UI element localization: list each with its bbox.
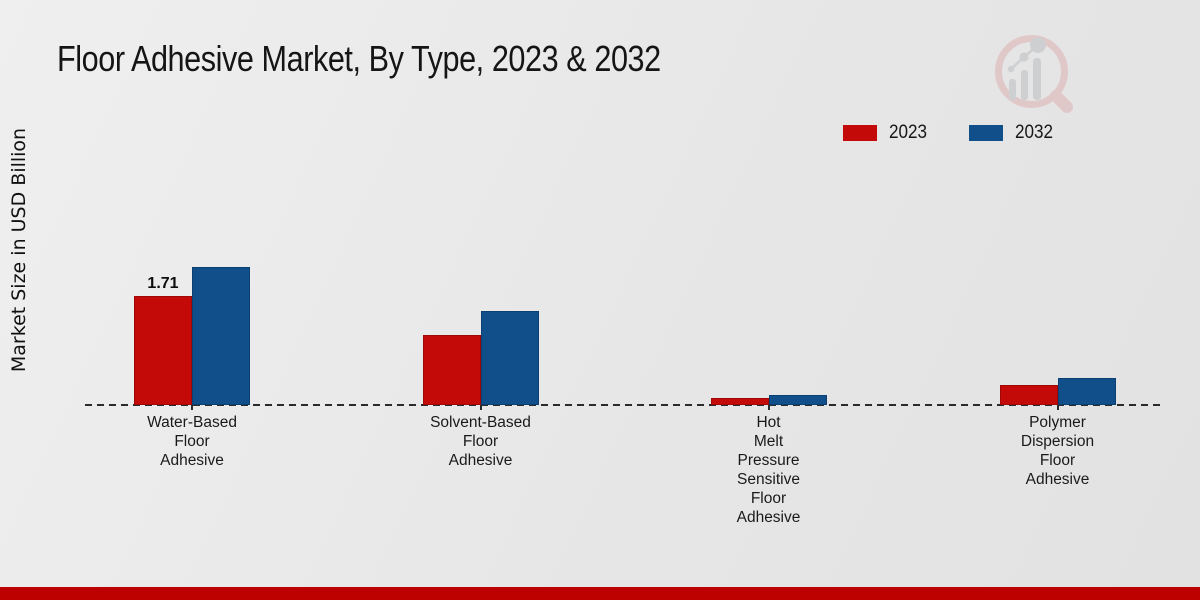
bar-2032 [480,311,539,405]
bar-2023 [422,335,481,405]
logo-dot-large-icon [1030,37,1046,53]
bar-value-label: 1.71 [147,275,179,292]
magnifier-ring-icon [995,35,1068,108]
logo-dot-medium-icon [1019,52,1029,62]
legend-item-2032: 2032 [969,122,1057,144]
bar-2023 [134,296,192,405]
bar-2032 [192,267,250,405]
y-axis-label: Market Size in USD Billion [8,127,30,373]
axis-tick [1056,405,1059,410]
legend-swatch-2032 [969,125,1004,141]
chart-title: Floor Adhesive Market, By Type, 2023 & 2… [57,38,661,79]
bar-2032 [1057,378,1116,405]
logo-bar-tall-icon [1033,58,1041,100]
market-research-future-logo-watermark [995,35,1073,113]
logo-bar-small-icon [1009,79,1016,100]
logo-bar-medium-icon [1021,70,1028,100]
legend-label-2023: 2023 [889,122,928,143]
legend-item-2023: 2023 [843,122,931,144]
bar-2032 [768,395,827,405]
legend-swatch-2023 [843,125,877,141]
category-label: Polymer Dispersion Floor Adhesive [1020,414,1095,488]
legend: 2023 2032 [843,122,1058,144]
axis-tick [191,405,193,410]
logo-dot-small-icon [1007,65,1015,73]
footer-stripe [0,587,1200,600]
bar-2023 [710,398,769,405]
category-label: Solvent-Based Floor Adhesive [430,414,531,469]
magnifier-handle-icon [1050,90,1073,113]
axis-tick [767,405,770,410]
legend-label-2032: 2032 [1015,122,1054,143]
axis-tick [479,405,482,410]
category-label: Water-Based Floor Adhesive [147,414,237,469]
x-axis-baseline [85,404,1165,406]
bar-2023 [999,385,1058,405]
category-label: Hot Melt Pressure Sensitive Floor Adhesi… [736,414,801,526]
